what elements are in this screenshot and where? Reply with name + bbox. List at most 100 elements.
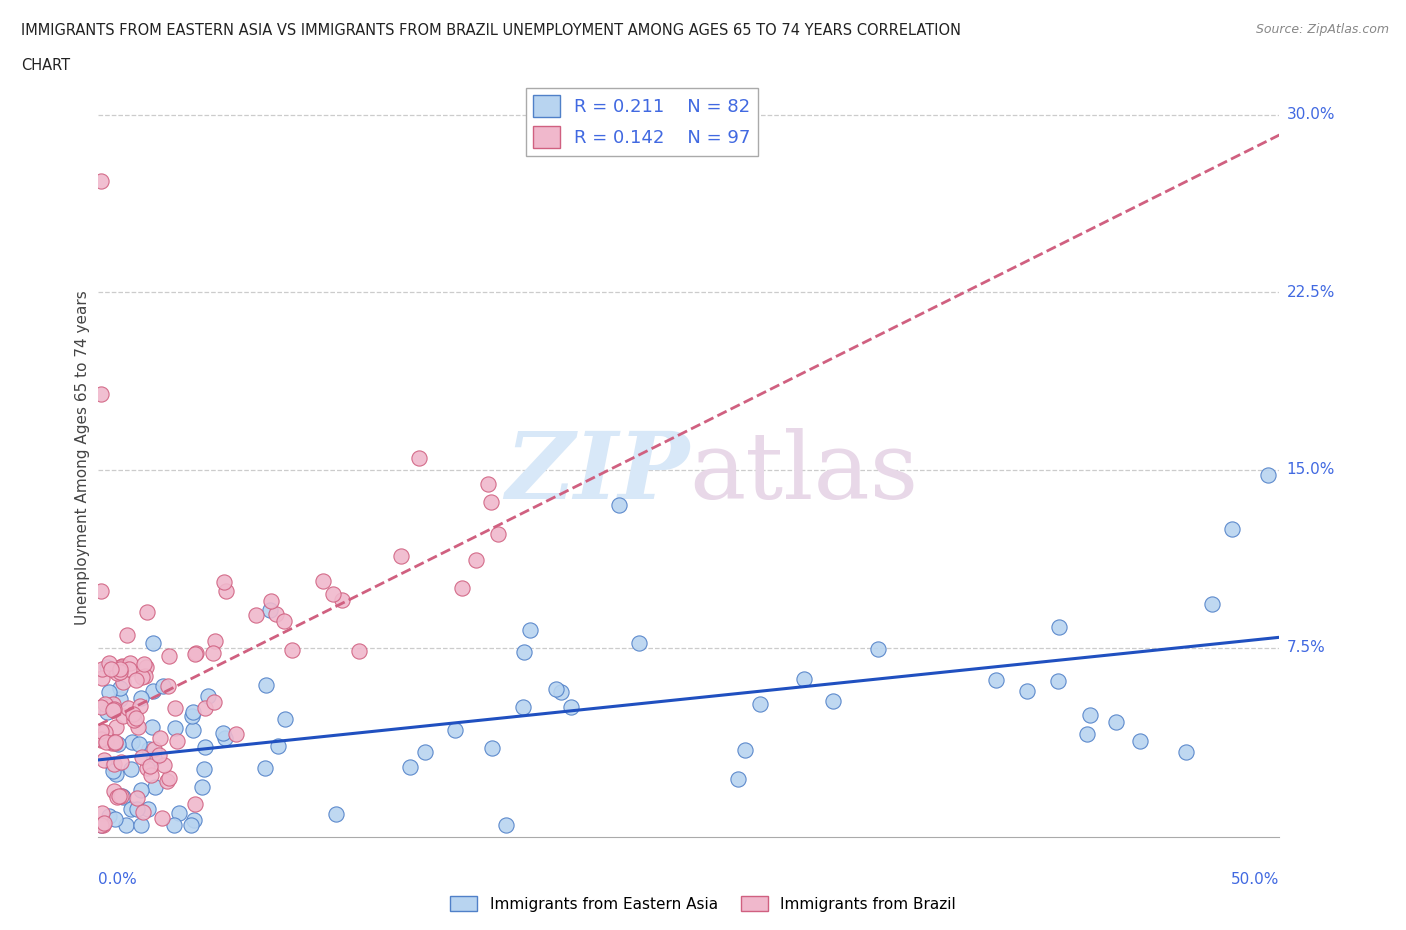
Point [108,691,131,706]
Point [125,672,148,687]
Point [495,817,517,832]
Point [110,754,132,769]
Point [111,658,134,673]
Point [444,723,467,737]
Point [101,758,124,773]
Point [1076,726,1098,741]
Point [90,817,112,832]
Point [259,603,281,618]
Point [204,695,226,710]
Text: 22.5%: 22.5% [1286,285,1334,299]
Point [450,580,472,595]
Point [129,698,152,713]
Point [481,741,503,756]
Point [214,731,236,746]
Point [94,697,117,711]
Point [90,724,112,738]
Point [148,748,170,763]
Text: 15.0%: 15.0% [1286,462,1334,477]
Point [108,788,131,803]
Point [152,757,174,772]
Point [212,575,235,590]
Legend: Immigrants from Eastern Asia, Immigrants from Brazil: Immigrants from Eastern Asia, Immigrants… [444,889,962,918]
Point [389,549,412,564]
Point [127,790,149,805]
Point [181,722,204,737]
Point [156,678,179,693]
Point [110,660,132,675]
Point [201,645,224,660]
Point [135,604,157,619]
Point [267,739,290,754]
Point [90,732,112,747]
Point [90,817,112,832]
Point [90,583,112,598]
Point [264,606,287,621]
Point [115,817,138,832]
Point [477,476,499,491]
Point [105,766,128,781]
Point [121,735,143,750]
Point [408,451,430,466]
Point [91,671,114,685]
Point [90,699,112,714]
Point [281,643,304,658]
Point [91,805,114,820]
Point [124,711,146,725]
Point [512,644,534,659]
Point [273,613,295,628]
Point [136,761,159,776]
Point [413,745,436,760]
Text: 30.0%: 30.0% [1286,107,1334,122]
Point [98,808,121,823]
Point [212,726,235,741]
Text: atlas: atlas [689,428,918,518]
Point [1015,684,1038,698]
Point [111,674,134,689]
Point [330,592,353,607]
Point [193,761,215,776]
Point [115,628,138,643]
Point [101,697,124,711]
Point [519,623,541,638]
Text: 7.5%: 7.5% [1286,640,1326,655]
Point [120,762,142,777]
Point [159,771,181,786]
Point [254,678,277,693]
Point [194,701,217,716]
Point [142,635,165,650]
Point [191,779,214,794]
Point [145,779,167,794]
Y-axis label: Unemployment Among Ages 65 to 74 years: Unemployment Among Ages 65 to 74 years [75,291,90,625]
Point [866,642,889,657]
Text: IMMIGRANTS FROM EASTERN ASIA VS IMMIGRANTS FROM BRAZIL UNEMPLOYMENT AMONG AGES 6: IMMIGRANTS FROM EASTERN ASIA VS IMMIGRAN… [21,23,962,38]
Point [197,688,219,703]
Point [254,761,277,776]
Point [150,810,173,825]
Point [245,607,267,622]
Point [183,813,205,828]
Point [204,633,226,648]
Point [184,645,207,660]
Text: ZIP: ZIP [505,428,689,518]
Point [104,736,127,751]
Point [1105,714,1128,729]
Point [132,657,155,671]
Point [101,736,124,751]
Point [311,574,333,589]
Point [112,709,135,724]
Point [748,697,770,711]
Point [274,711,297,726]
Point [98,684,121,699]
Point [1047,619,1070,634]
Point [260,593,283,608]
Point [325,806,347,821]
Point [1129,734,1152,749]
Point [181,709,204,724]
Point [90,387,112,402]
Point [734,743,756,758]
Point [1257,467,1279,482]
Point [550,684,572,699]
Point [157,648,180,663]
Legend: R = 0.211    N = 82, R = 0.142    N = 97: R = 0.211 N = 82, R = 0.142 N = 97 [526,88,758,155]
